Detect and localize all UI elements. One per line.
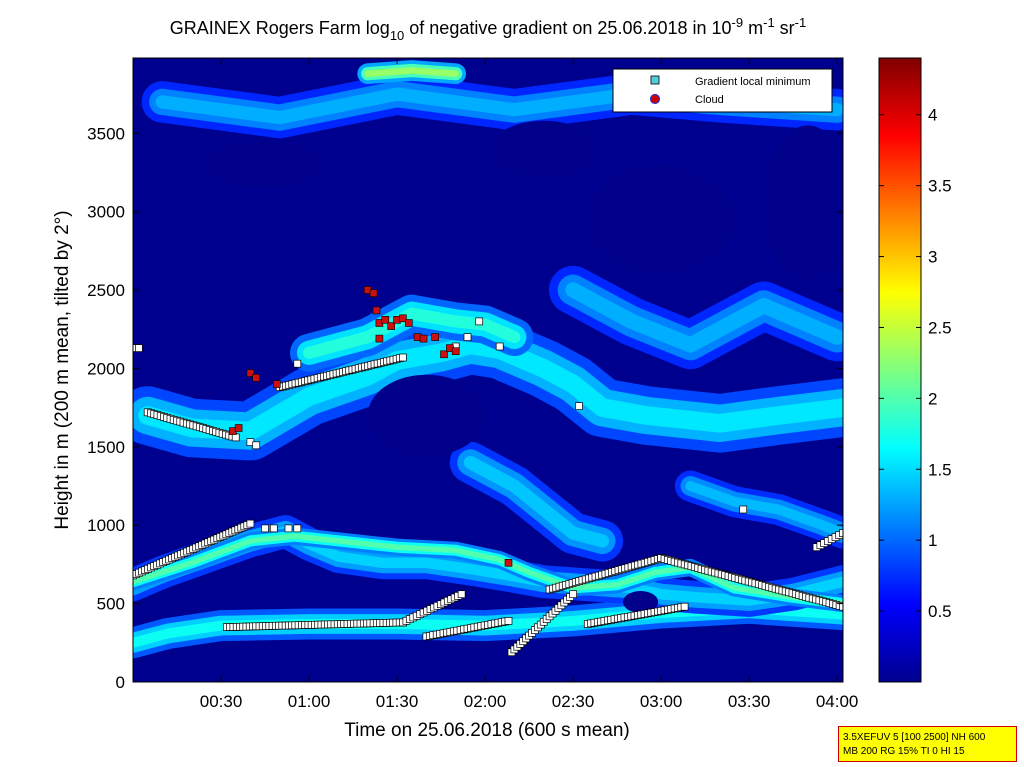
cloud-marker xyxy=(504,558,513,567)
gradient-minimum-marker xyxy=(739,505,748,514)
gradient-minimum-marker xyxy=(231,433,240,442)
heat-low-region-1 xyxy=(587,164,735,275)
heat-band-core-2 xyxy=(133,533,843,607)
y-tick-label: 2000 xyxy=(87,359,125,378)
heat-low-region-4 xyxy=(490,120,597,178)
cloud-marker xyxy=(372,306,381,315)
x-tick-label: 01:00 xyxy=(288,692,331,711)
processing-info-box: 3.5XEFUV 5 [100 2500] NH 600 MB 200 RG 1… xyxy=(838,726,1017,762)
legend-label-gradient-minimum: Gradient local minimum xyxy=(695,76,811,88)
heat-band-core-5 xyxy=(463,455,609,548)
plot-frame xyxy=(132,57,844,683)
legend-square-marker xyxy=(650,75,660,85)
y-axis-label: Height in m (200 m mean, tilted by 2°) xyxy=(52,210,73,529)
colorbar-ticks: 0.5 1 1.5 2 2.5 3 3.5 4 xyxy=(879,106,952,621)
heat-band-core-9 xyxy=(685,481,843,539)
x-tick-label: 03:30 xyxy=(728,692,771,711)
cloud-marker xyxy=(234,424,243,432)
gradient-minimum-marker xyxy=(261,524,269,533)
heat-band-core-8 xyxy=(565,282,843,353)
cloud-marker xyxy=(252,373,260,382)
gradient-minimum-marker xyxy=(495,342,504,351)
colorbar-tick-label: 3 xyxy=(928,248,937,267)
gradient-minimum-marker xyxy=(284,524,293,533)
x-tick-label: 02:30 xyxy=(552,692,595,711)
cloud-marker xyxy=(369,289,378,298)
cloud-marker xyxy=(419,334,428,343)
gradient-minimum-marker xyxy=(475,317,484,326)
x-tick-label: 00:30 xyxy=(200,692,243,711)
heat-low-region-5 xyxy=(623,591,659,613)
x-tick-label: 04:00 xyxy=(816,692,859,711)
legend-label-cloud: Cloud xyxy=(695,94,724,106)
heat-low-region-3 xyxy=(206,141,324,189)
gradient-minimum-marker xyxy=(293,359,302,368)
colorbar-gradient xyxy=(878,57,922,683)
heat-low-region-0 xyxy=(367,374,486,457)
processing-info-line-2: MB 200 RG 15% TI 0 HI 15 xyxy=(843,746,965,757)
y-axis: 0 500 1000 1500 2000 2500 3000 3500 xyxy=(87,124,843,692)
gradient-minimum-marker xyxy=(252,441,261,450)
cloud-marker xyxy=(451,347,460,356)
x-tick-label: 03:00 xyxy=(640,692,683,711)
y-tick-label: 3000 xyxy=(87,203,125,222)
gradient-minimum-marker xyxy=(839,602,843,611)
y-tick-label: 2500 xyxy=(87,281,125,300)
cloud-marker xyxy=(246,369,255,377)
heat-band-core-7 xyxy=(364,67,459,77)
y-tick-label: 0 xyxy=(116,673,125,692)
cloud-marker xyxy=(387,322,396,330)
gradient-minimum-marker xyxy=(569,590,577,599)
gradient-minimum-marker xyxy=(457,590,466,599)
gradient-minimum-marker xyxy=(463,333,472,341)
gradient-minimum-marker xyxy=(135,344,143,352)
marker-layer xyxy=(133,286,843,657)
y-tick-label: 500 xyxy=(97,595,125,614)
legend-box xyxy=(612,68,833,113)
processing-info-line-1: 3.5XEFUV 5 [100 2500] NH 600 xyxy=(843,732,986,743)
y-tick-label: 1500 xyxy=(87,438,125,457)
colorbar-tick-label: 3.5 xyxy=(928,177,952,196)
gradient-minimum-marker xyxy=(293,524,302,533)
cloud-marker xyxy=(404,319,413,327)
x-tick-label: 02:00 xyxy=(464,692,507,711)
colorbar-tick-label: 1.5 xyxy=(928,460,952,479)
gradient-minimum-marker xyxy=(269,524,278,533)
chart-title: GRAINEX Rogers Farm log10 of negative gr… xyxy=(170,15,806,43)
cloud-marker xyxy=(375,334,384,343)
cloud-marker xyxy=(431,333,440,341)
cloud-marker xyxy=(381,315,390,324)
x-axis: 00:30 01:00 01:30 02:00 02:30 03:00 03:30 04:00 xyxy=(200,58,859,711)
gradient-minimum-marker xyxy=(504,617,513,625)
legend: Gradient local minimum Cloud xyxy=(612,68,833,113)
plot-area xyxy=(132,57,844,683)
gradient-minimum-marker xyxy=(839,529,843,537)
legend-circle-marker xyxy=(649,93,661,105)
colorbar-tick-label: 2.5 xyxy=(928,318,952,337)
colorbar-tick-label: 1 xyxy=(928,531,937,550)
gradient-minimum-marker xyxy=(680,602,689,611)
colorbar-tick-label: 4 xyxy=(928,106,937,125)
x-tick-label: 01:30 xyxy=(376,692,419,711)
colorbar-tick-label: 0.5 xyxy=(928,602,952,621)
y-tick-label: 3500 xyxy=(87,124,125,143)
colorbar: 0.5 1 1.5 2 2.5 3 3.5 4 xyxy=(878,57,952,683)
colorbar-tick-label: 2 xyxy=(928,389,937,408)
heat-band-core-3 xyxy=(138,335,843,441)
cloud-marker xyxy=(272,380,281,388)
gradient-minimum-marker xyxy=(246,519,255,528)
cloud-marker xyxy=(399,314,407,323)
gradient-minimum-marker xyxy=(575,402,583,410)
x-axis-label: Time on 25.06.2018 (600 s mean) xyxy=(344,720,630,741)
y-tick-label: 1000 xyxy=(87,516,125,535)
heat-band-core-4 xyxy=(302,307,521,359)
cloud-marker xyxy=(440,350,448,359)
gradient-minimum-marker xyxy=(399,353,407,362)
heat-low-region-2 xyxy=(763,125,843,283)
